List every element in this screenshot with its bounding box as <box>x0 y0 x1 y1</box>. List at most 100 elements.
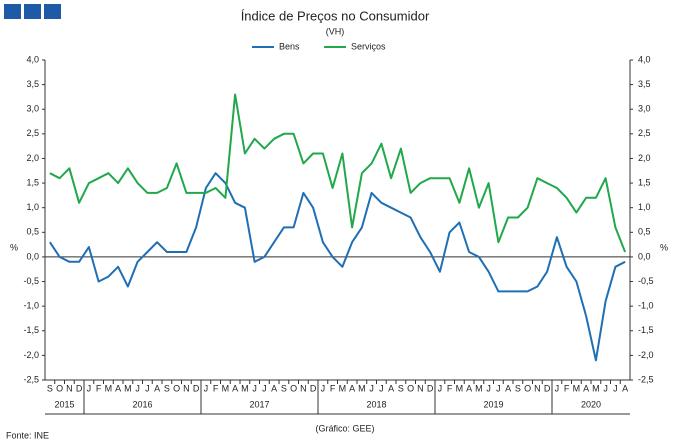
y-tick-label: 0,0 <box>26 251 39 261</box>
x-tick-label: D <box>544 383 551 393</box>
credit: (Gráfico: GEE) <box>315 423 374 433</box>
x-tick-label: J <box>204 383 209 393</box>
x-tick-label: J <box>262 383 267 393</box>
legend-label: Bens <box>279 41 300 51</box>
logo <box>44 4 61 19</box>
x-tick-label: O <box>524 383 531 393</box>
x-tick-label: N <box>300 383 307 393</box>
x-tick-label: A <box>115 383 121 393</box>
y-tick-label: -2,0 <box>23 350 39 360</box>
y-tick-label: 3,5 <box>26 79 39 89</box>
x-tick-label: O <box>56 383 63 393</box>
x-tick-label: M <box>339 383 347 393</box>
year-label: 2017 <box>249 399 269 409</box>
y-tick-label: 4,0 <box>26 54 39 64</box>
x-tick-label: M <box>592 383 600 393</box>
y2-tick-label: 0,0 <box>638 251 651 261</box>
y2-tick-label: 2,0 <box>638 153 651 163</box>
x-tick-label: M <box>222 383 230 393</box>
year-label: 2018 <box>366 399 386 409</box>
chart-subtitle: (VH) <box>326 26 345 36</box>
x-tick-label: M <box>241 383 249 393</box>
x-tick-label: S <box>281 383 287 393</box>
logo <box>24 4 41 19</box>
logo <box>4 4 21 19</box>
y-tick-label: -0,5 <box>23 276 39 286</box>
x-tick-label: J <box>486 383 491 393</box>
x-tick-label: F <box>447 383 453 393</box>
x-tick-label: D <box>193 383 200 393</box>
x-tick-label: N <box>417 383 424 393</box>
y-tick-label: 3,0 <box>26 104 39 114</box>
year-label: 2016 <box>132 399 152 409</box>
x-tick-label: M <box>456 383 464 393</box>
x-tick-label: M <box>475 383 483 393</box>
x-tick-label: N <box>66 383 73 393</box>
y-tick-label: 2,5 <box>26 128 39 138</box>
y2-tick-label: 1,5 <box>638 177 651 187</box>
y2-tick-label: -1,5 <box>638 325 654 335</box>
x-tick-label: M <box>124 383 132 393</box>
year-label: 2019 <box>483 399 503 409</box>
x-tick-label: J <box>603 383 608 393</box>
x-tick-label: M <box>105 383 113 393</box>
source: Fonte: INE <box>6 430 49 440</box>
x-tick-label: N <box>183 383 190 393</box>
y2-tick-label: 0,5 <box>638 227 651 237</box>
x-tick-label: A <box>583 383 589 393</box>
x-tick-label: O <box>407 383 414 393</box>
x-tick-label: J <box>379 383 384 393</box>
x-tick-label: A <box>622 383 628 393</box>
x-tick-label: D <box>310 383 317 393</box>
legend-label: Serviços <box>351 41 386 51</box>
x-tick-label: M <box>358 383 366 393</box>
y2-tick-label: 1,0 <box>638 202 651 212</box>
x-tick-label: J <box>87 383 92 393</box>
x-tick-label: F <box>96 383 102 393</box>
y2-tick-label: -0,5 <box>638 276 654 286</box>
series-line <box>49 172 626 362</box>
x-tick-label: A <box>232 383 238 393</box>
y-tick-label: -1,0 <box>23 301 39 311</box>
x-tick-label: J <box>613 383 618 393</box>
x-tick-label: A <box>388 383 394 393</box>
x-tick-label: J <box>135 383 140 393</box>
x-tick-label: S <box>164 383 170 393</box>
x-tick-label: O <box>290 383 297 393</box>
x-tick-label: J <box>555 383 560 393</box>
x-tick-label: J <box>496 383 501 393</box>
y2-axis-label: % <box>660 242 668 252</box>
x-tick-label: J <box>438 383 443 393</box>
x-tick-label: S <box>398 383 404 393</box>
y2-tick-label: -2,0 <box>638 350 654 360</box>
x-tick-label: F <box>564 383 570 393</box>
y2-tick-label: 3,5 <box>638 79 651 89</box>
x-tick-label: O <box>173 383 180 393</box>
x-tick-label: A <box>349 383 355 393</box>
x-tick-label: A <box>466 383 472 393</box>
x-tick-label: S <box>47 383 53 393</box>
x-tick-label: D <box>427 383 434 393</box>
y2-tick-label: -1,0 <box>638 301 654 311</box>
chart-title: Índice de Preços no Consumidor <box>241 8 430 23</box>
y-tick-label: 1,0 <box>26 202 39 212</box>
x-tick-label: N <box>534 383 541 393</box>
year-label: 2020 <box>581 399 601 409</box>
x-tick-label: J <box>252 383 257 393</box>
series-line <box>49 93 627 253</box>
x-tick-label: D <box>76 383 83 393</box>
y-tick-label: -1,5 <box>23 325 39 335</box>
x-tick-label: A <box>505 383 511 393</box>
y-tick-label: 2,0 <box>26 153 39 163</box>
x-tick-label: F <box>213 383 219 393</box>
y2-tick-label: -2,5 <box>638 374 654 384</box>
y-axis-label: % <box>10 242 18 252</box>
y-tick-label: 1,5 <box>26 177 39 187</box>
x-tick-label: A <box>271 383 277 393</box>
x-tick-label: M <box>573 383 581 393</box>
y-tick-label: -2,5 <box>23 374 39 384</box>
x-tick-label: A <box>154 383 160 393</box>
x-tick-label: S <box>515 383 521 393</box>
y2-tick-label: 3,0 <box>638 104 651 114</box>
